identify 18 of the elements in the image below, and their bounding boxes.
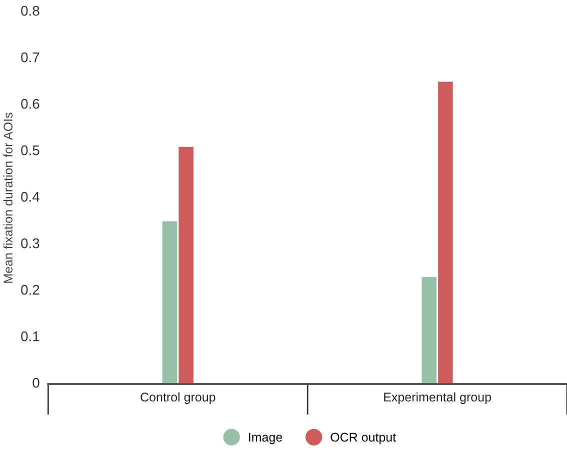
y-axis-title: Mean fixation duration for AOIs: [3, 112, 13, 283]
legend-label: OCR output: [330, 432, 396, 444]
y-tick-label: 0.3: [21, 238, 40, 248]
bar: [422, 277, 437, 384]
y-tick-label: 0.8: [21, 6, 40, 16]
y-tick-label: 0.7: [21, 52, 40, 62]
y-tick-label: 0.2: [21, 284, 40, 295]
y-tick-label: 0.1: [21, 331, 40, 342]
legend-label: Image: [249, 432, 282, 444]
x-tick-label: Control group: [140, 392, 216, 404]
bar: [178, 146, 194, 384]
y-tick-label: 0.5: [21, 145, 40, 156]
bar: [162, 221, 178, 384]
y-tick-label: 0.6: [21, 98, 40, 109]
bar: [438, 82, 453, 384]
y-tick-label: 0: [32, 378, 40, 388]
y-tick-label: 0.4: [21, 192, 40, 202]
x-tick-label: Experimental group: [384, 392, 491, 404]
